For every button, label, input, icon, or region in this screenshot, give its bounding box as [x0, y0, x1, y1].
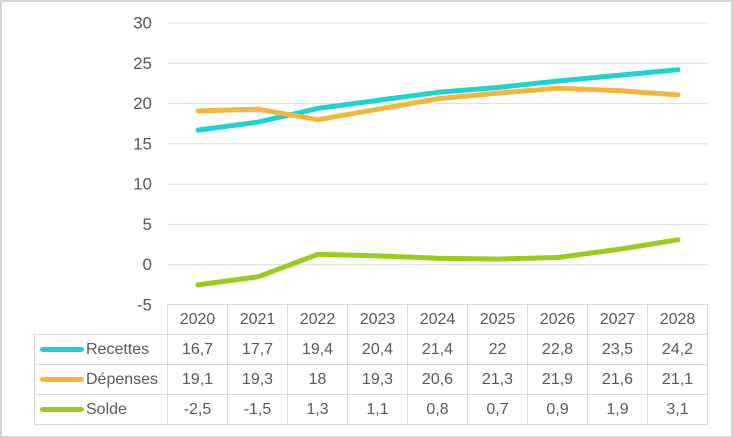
year-header-cell: 2025	[467, 304, 528, 335]
year-header-cell: 2027	[587, 304, 648, 335]
y-axis-tick-label: 20	[133, 94, 152, 113]
year-header-cell: 2020	[167, 304, 228, 335]
year-header-cell: 2024	[407, 304, 468, 335]
value-cell: 20,4	[347, 334, 408, 365]
value-cell: 19,3	[347, 364, 408, 395]
value-cell: 19,4	[287, 334, 348, 365]
value-cell: 21,3	[467, 364, 528, 395]
value-cell: -2,5	[167, 394, 228, 425]
series-line-depenses	[195, 85, 681, 123]
value-cell: 24,2	[647, 334, 708, 365]
year-header-cell: 2026	[527, 304, 588, 335]
value-cell: 22	[467, 334, 528, 365]
value-cell: 19,1	[167, 364, 228, 395]
legend-cell-recettes: Recettes	[34, 334, 168, 365]
y-axis-tick-label: -5	[137, 296, 152, 313]
value-cell: 21,9	[527, 364, 588, 395]
table-row-recettes: Recettes 16,7 17,7 19,4 20,4 21,4 22 22,…	[34, 334, 708, 365]
value-cell: 3,1	[647, 394, 708, 425]
legend-label-solde: Solde	[86, 400, 127, 418]
value-cell: 19,3	[227, 364, 288, 395]
year-header-cell: 2022	[287, 304, 348, 335]
year-header-cell: 2021	[227, 304, 288, 335]
recettes-line-swatch-icon	[40, 347, 84, 352]
depenses-line-swatch-icon	[40, 377, 84, 382]
y-axis-tick-label: 5	[143, 215, 152, 234]
series-line-solde	[195, 237, 681, 288]
value-cell: 0,7	[467, 394, 528, 425]
legend-cell-solde: Solde	[34, 394, 168, 425]
y-axis-tick-label: 0	[143, 255, 152, 274]
data-table: 2020 2021 2022 2023 2024 2025 2026 2027 …	[34, 304, 708, 425]
year-header-cell: 2023	[347, 304, 408, 335]
value-cell: 0,8	[407, 394, 468, 425]
y-axis-tick-label: 30	[133, 14, 152, 33]
y-axis-tick-label: 25	[133, 54, 152, 73]
series-line-recettes	[195, 67, 681, 133]
table-row-years: 2020 2021 2022 2023 2024 2025 2026 2027 …	[35, 304, 708, 335]
table-corner-cell	[35, 305, 168, 335]
value-cell: 18	[287, 364, 348, 395]
value-cell: 1,1	[347, 394, 408, 425]
y-axis-tick-label: 15	[133, 134, 152, 153]
chart-canvas: 30 25 20 15 10 5 0 -5	[133, 14, 708, 313]
value-cell: 16,7	[167, 334, 228, 365]
y-axis-tick-label: 10	[133, 175, 152, 194]
year-header-cell: 2028	[647, 304, 708, 335]
legend-label-recettes: Recettes	[86, 340, 150, 358]
value-cell: 21,4	[407, 334, 468, 365]
value-cell: 17,7	[227, 334, 288, 365]
value-cell: 1,9	[587, 394, 648, 425]
value-cell: 21,6	[587, 364, 648, 395]
table-row-depenses: Dépenses 19,1 19,3 18 19,3 20,6 21,3 21,…	[34, 364, 708, 395]
value-cell: 20,6	[407, 364, 468, 395]
solde-line-swatch-icon	[40, 407, 84, 412]
value-cell: 21,1	[647, 364, 708, 395]
value-cell: -1,5	[227, 394, 288, 425]
value-cell: 0,9	[527, 394, 588, 425]
value-cell: 23,5	[587, 334, 648, 365]
legend-label-depenses: Dépenses	[86, 370, 159, 388]
value-cell: 1,3	[287, 394, 348, 425]
table-row-solde: Solde -2,5 -1,5 1,3 1,1 0,8 0,7 0,9 1,9 …	[34, 394, 708, 425]
legend-cell-depenses: Dépenses	[34, 364, 168, 395]
value-cell: 22,8	[527, 334, 588, 365]
